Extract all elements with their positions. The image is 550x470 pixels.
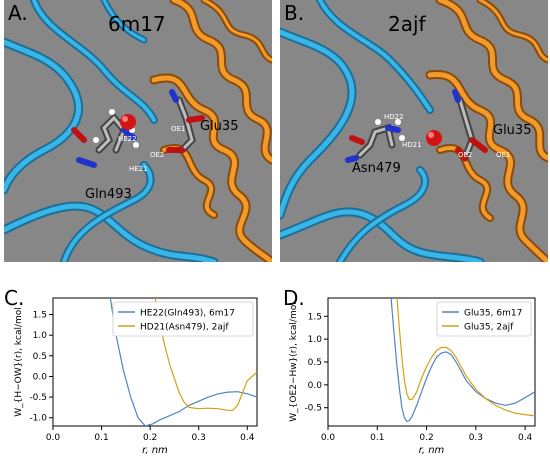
label-asn479: Asn479	[352, 161, 401, 176]
x-tick-label: 0.3	[469, 433, 483, 443]
x-tick-label: 0.4	[240, 433, 255, 443]
x-axis-label: r, nm	[419, 445, 445, 456]
legend-box	[436, 301, 532, 337]
panel-b-title: 2ajf	[388, 12, 426, 36]
label-glu35: Glu35	[200, 119, 239, 134]
label-oe1: OE1	[496, 151, 511, 159]
y-tick-label: 0.0	[33, 372, 48, 382]
panel-a-title: 6m17	[108, 12, 166, 36]
legend-entry: Glu35, 6m17	[464, 309, 522, 319]
label-he22: HE22	[118, 135, 137, 143]
y-tick-label: -0.5	[304, 404, 322, 414]
x-tick-label: 0.0	[321, 433, 336, 443]
y-tick-label: 1.0	[33, 331, 48, 341]
chart-d-svg: 0.0 0.1 0.2 0.3 0.4 1.5 1.0 0.5 0.0 -0.5 r, nm W_{O…	[289, 297, 536, 456]
series-line-2	[396, 298, 535, 417]
legend-entry: HE22(Gln493), 6m17	[140, 309, 235, 319]
label-glu35: Glu35	[493, 123, 532, 138]
panel-b-structure-image	[280, 0, 548, 262]
legend-box	[112, 301, 254, 337]
x-tick-label: 0.2	[143, 433, 157, 443]
y-tick-label: 1.5	[33, 311, 47, 321]
legend: Glu35, 6m17 Glu35, 2ajf	[436, 301, 532, 337]
label-he21: HE21	[129, 165, 148, 173]
chart-c: 0.0 0.1 0.2 0.3 0.4 1.5 1.0 0.5 0.0 -0.5 -1.0 r, nm…	[0, 282, 275, 466]
legend-entry: Glu35, 2ajf	[464, 323, 514, 333]
label-oe2: OE2	[150, 151, 165, 159]
label-oe2: OE2	[458, 151, 473, 159]
legend-entry: HD21(Asn479), 2ajf	[140, 323, 229, 333]
chart-c-plot: 0.0 0.1 0.2 0.3 0.4 1.5 1.0 0.5 0.0 -0.5 -1.0 r, nm…	[14, 297, 258, 456]
label-hd21: HD21	[402, 141, 422, 149]
label-oe1: OE1	[171, 125, 186, 133]
x-tick-label: 0.4	[518, 433, 533, 443]
y-tick-label: 1.5	[308, 312, 322, 322]
chart-c-svg: 0.0 0.1 0.2 0.3 0.4 1.5 1.0 0.5 0.0 -0.5 -1.0 r, nm…	[14, 297, 258, 456]
chart-d-plot: 0.0 0.1 0.2 0.3 0.4 1.5 1.0 0.5 0.0 -0.5 r, nm W_{O…	[289, 297, 536, 456]
y-axis-label: W_{H−OW}(r), kcal/mol	[14, 307, 24, 417]
y-tick-label: 0.0	[308, 381, 323, 391]
y-axis-label: W_{OE2−Hw}(r), kcal/mol	[289, 302, 299, 421]
x-tick-label: 0.1	[94, 433, 108, 443]
y-tick-label: 0.5	[33, 352, 47, 362]
series-line-2	[154, 298, 257, 411]
x-tick-label: 0.3	[192, 433, 206, 443]
axes-frame	[52, 297, 258, 427]
y-tick-label: 0.5	[308, 358, 322, 368]
series-line-1	[109, 298, 257, 426]
panel-d-label: D.	[283, 286, 305, 310]
panel-a-label: A.	[8, 1, 28, 25]
x-tick-label: 0.1	[370, 433, 384, 443]
x-tick-label: 0.0	[46, 433, 61, 443]
panel-c-label: C.	[4, 286, 25, 310]
panel-b-label: B.	[284, 1, 305, 25]
x-axis-label: r, nm	[142, 445, 168, 456]
label-gln493: Gln493	[85, 187, 132, 202]
panel-b-render: B. 2ajf HD22 HD21 OE2 OE1 Glu35 Asn479	[280, 0, 548, 262]
legend: HE22(Gln493), 6m17 HD21(Asn479), 2ajf	[112, 301, 254, 337]
panel-a-structure-image	[4, 0, 272, 262]
chart-d: 0.0 0.1 0.2 0.3 0.4 1.5 1.0 0.5 0.0 -0.5 r, nm W_{O…	[275, 282, 550, 466]
series-line-1	[390, 298, 535, 423]
y-tick-label: 1.0	[308, 335, 323, 345]
panel-a-render: A. 6m17 HE22 OE1 OE2 HE21 Glu35 Gln493	[4, 0, 272, 262]
label-hd22: HD22	[384, 113, 404, 121]
y-tick-label: -1.0	[29, 414, 47, 424]
y-tick-label: -0.5	[29, 393, 47, 403]
x-tick-label: 0.2	[419, 433, 433, 443]
